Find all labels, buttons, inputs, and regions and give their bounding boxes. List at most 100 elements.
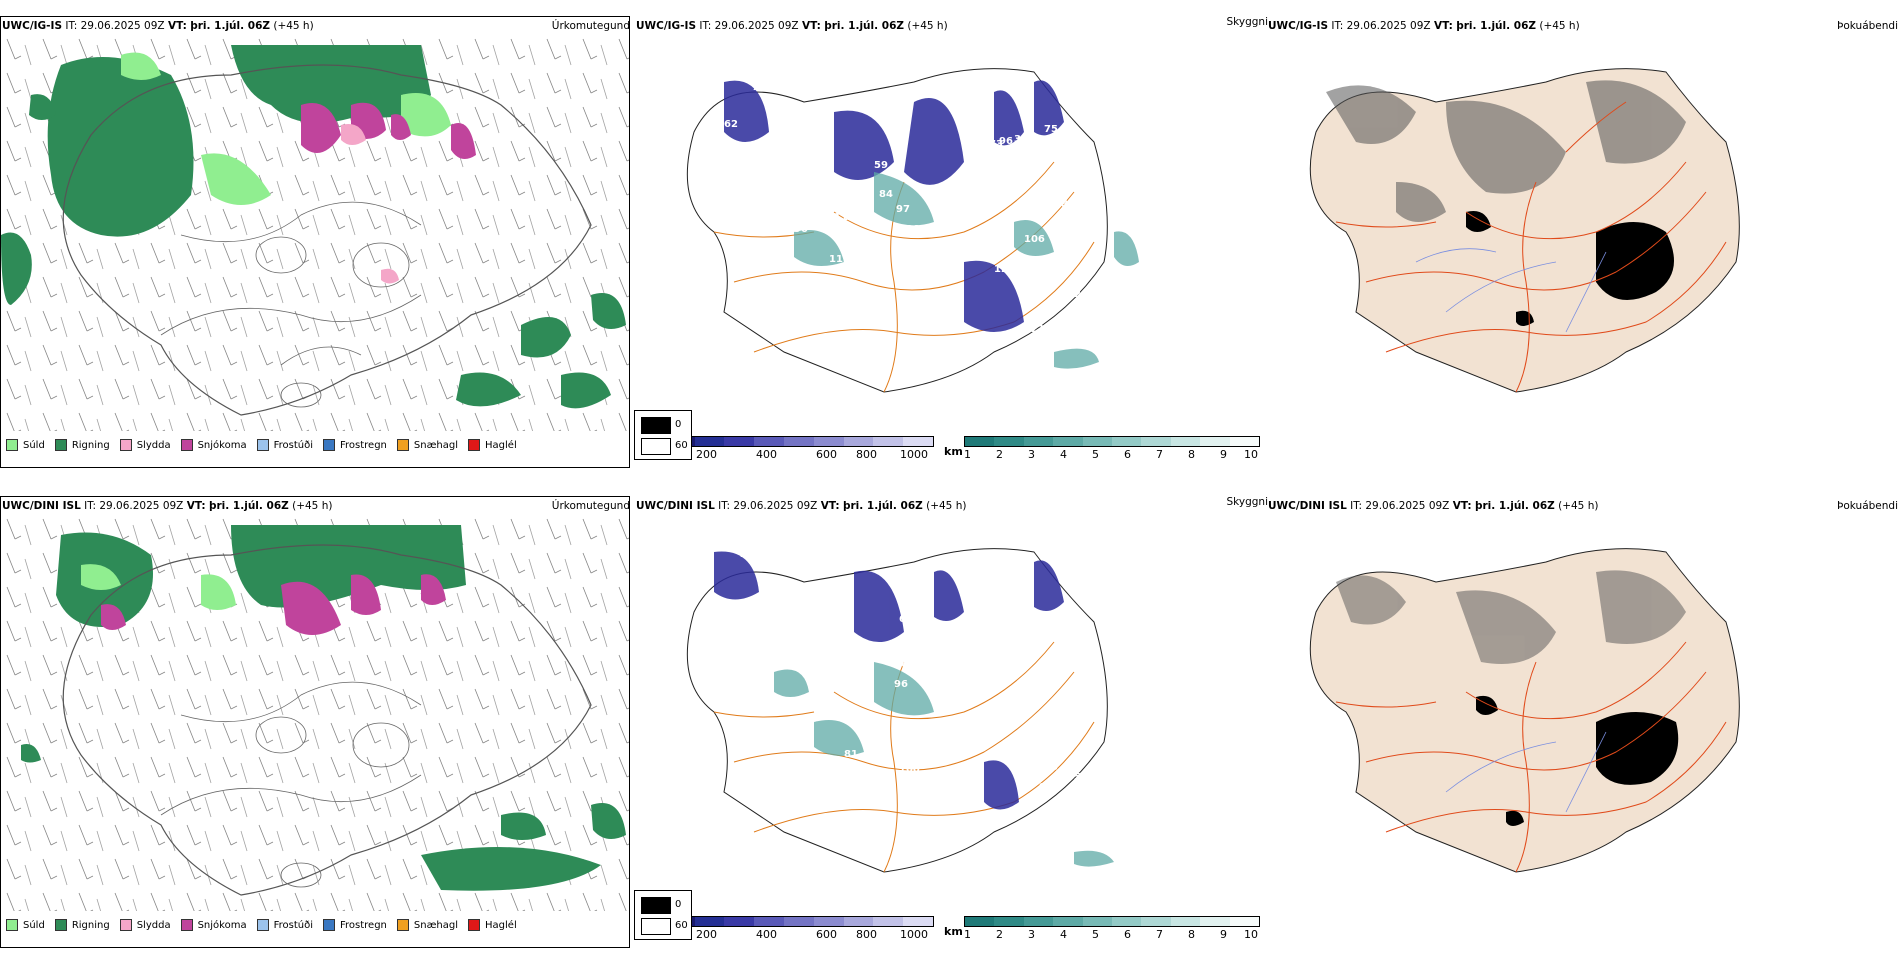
valid-time: þri. 1.júl. 06Z [824, 20, 904, 32]
panel-kind: Þokuábendi [1837, 20, 1898, 32]
fog-map [1309, 548, 1740, 873]
visibility-unit: km [944, 925, 963, 938]
legend-item: Súld [6, 919, 45, 931]
fog-indicator-panel: UWC/DINI ISL IT: 29.06.2025 09Z VT: þri.… [1266, 488, 1900, 958]
legend-item: Haglél [468, 919, 517, 931]
ceiling-value-label: 73 [739, 549, 753, 560]
ceiling-value-label: 84 [879, 189, 893, 200]
fog-legend-max: 60 [675, 920, 688, 931]
legend-label: Haglél [485, 919, 517, 931]
ceiling-value-label: 62 [726, 154, 740, 165]
panel-header: UWC/DINI ISL IT: 29.06.2025 09Z VT: þri.… [2, 500, 332, 512]
legend-item: Haglél [468, 439, 517, 451]
ceiling-value-label: 116 [834, 212, 855, 223]
visibility-tick: 6 [1124, 928, 1131, 941]
ceiling-value-label: 188 [906, 224, 927, 235]
visibility-unit: km [944, 445, 963, 458]
visibility-scale: 1 2 3 4 5 6 7 8 9 10 [964, 436, 1260, 461]
fog-legend-min: 0 [675, 419, 682, 430]
valid-label: VT: [186, 500, 206, 512]
legend-label: Súld [23, 439, 45, 451]
legend-label: Frostregn [340, 919, 387, 931]
ceiling-value-label: 96 [999, 136, 1013, 147]
visibility-tick: 10 [1244, 928, 1258, 941]
panel-header: UWC/DINI ISL IT: 29.06.2025 09Z VT: þri.… [1268, 500, 1598, 512]
init-time: IT: 29.06.2025 09Z [84, 500, 184, 512]
legend-label: Snæhagl [413, 919, 459, 931]
legend-item: Slydda [119, 439, 171, 451]
legend-swatch [323, 439, 335, 451]
legend-item: Slydda [119, 919, 171, 931]
legend-label: Snjókoma [197, 919, 247, 931]
fog-swatch-white [641, 438, 671, 455]
ceiling-value-label: 28 [1054, 199, 1068, 210]
legend-label: Rigning [71, 439, 110, 451]
visibility-tick: 2 [996, 448, 1003, 461]
ceiling-value-label: 59 [874, 160, 888, 171]
precip-legend: Súld Rigning Slydda Snjókoma Frostúði Fr… [6, 919, 517, 931]
ceiling-value-label: 66 [909, 594, 923, 605]
legend-swatch [468, 919, 481, 931]
visibility-tick: 7 [1156, 448, 1163, 461]
precip-type-panel: UWC/IG-IS IT: 29.06.2025 09Z VT: þri. 1.… [0, 8, 632, 478]
ceiling-value-label: 105 [889, 639, 910, 650]
legend-swatch [6, 439, 18, 451]
legend-swatch [396, 439, 409, 451]
lead-time: (+45 h) [1558, 500, 1599, 512]
model-name: UWC/IG-IS [2, 20, 63, 32]
forecast-row-dini-isl: UWC/DINI ISL IT: 29.06.2025 09Z VT: þri.… [0, 488, 1900, 958]
ceiling-value-label: 81 [844, 749, 858, 760]
ceiling-tick: 200 [696, 448, 717, 461]
visibility-tick: 3 [1028, 448, 1035, 461]
visibility-tick: 2 [996, 928, 1003, 941]
fog-indicator-panel: UWC/IG-IS IT: 29.06.2025 09Z VT: þri. 1.… [1266, 8, 1900, 478]
ceiling-value-label: 73 [989, 139, 1003, 150]
model-name: UWC/IG-IS [1268, 20, 1329, 32]
visibility-tick: 8 [1188, 448, 1195, 461]
ceiling-value-label: 12 [754, 172, 768, 183]
ceiling-tick: 800 [856, 448, 877, 461]
valid-label: VT: [801, 20, 821, 32]
valid-time: þri. 1.júl. 06Z [208, 500, 289, 512]
ceiling-tick: 200 [696, 928, 717, 941]
visibility-tick: 10 [1244, 448, 1258, 461]
legend-swatch [119, 439, 132, 451]
ceiling-value-label: 100 [899, 764, 920, 775]
visibility-tick: 5 [1092, 928, 1099, 941]
valid-label: VT: [820, 500, 840, 512]
ceiling-value-label: 79 [752, 82, 766, 93]
lead-time: (+45 h) [292, 500, 333, 512]
ceiling-value-label: 95 [1074, 274, 1088, 285]
ceiling-tick: 400 [756, 928, 777, 941]
valid-time: þri. 1.júl. 06Z [1456, 20, 1536, 32]
lead-time: (+45 h) [1539, 20, 1580, 32]
ceiling-value-label: 23 [812, 202, 826, 213]
model-name: UWC/DINI ISL [636, 500, 715, 512]
ceiling-tick: 1000 [900, 928, 928, 941]
legend-label: Frostúði [273, 919, 313, 931]
ceiling-tick: 600 [816, 928, 837, 941]
fog-legend: 0 60 [634, 890, 692, 940]
precip-legend: Súld Rigning Slydda Snjókoma Frostúði Fr… [6, 439, 517, 451]
ceiling-value-label: 75 [1044, 124, 1058, 135]
ceiling-value-label: 100 [739, 64, 760, 75]
visibility-tick: 7 [1156, 928, 1163, 941]
legend-swatch [54, 919, 67, 931]
visibility-tick: 4 [1060, 448, 1067, 461]
fog-legend: 0 60 [634, 410, 692, 460]
visibility-tick: 6 [1124, 448, 1131, 461]
legend-label: Súld [23, 919, 45, 931]
ceiling-value-label: 30 [1014, 134, 1028, 145]
cloud-visibility-panel: UWC/IG-IS IT: 29.06.2025 09Z VT: þri. 1.… [634, 8, 1269, 478]
ceiling-value-label: 51 [1074, 772, 1088, 783]
legend-label: Frostúði [273, 439, 313, 451]
ceiling-value-label: 42 [1029, 186, 1043, 197]
legend-item: Súld [6, 439, 45, 451]
ceiling-value-label: 90 [794, 224, 808, 235]
lead-time: (+45 h) [907, 20, 948, 32]
panel-kind: Skyggni [1226, 16, 1269, 28]
fog-swatch-black [641, 417, 671, 434]
valid-label: VT: [1433, 20, 1453, 32]
legend-swatch [6, 919, 18, 931]
